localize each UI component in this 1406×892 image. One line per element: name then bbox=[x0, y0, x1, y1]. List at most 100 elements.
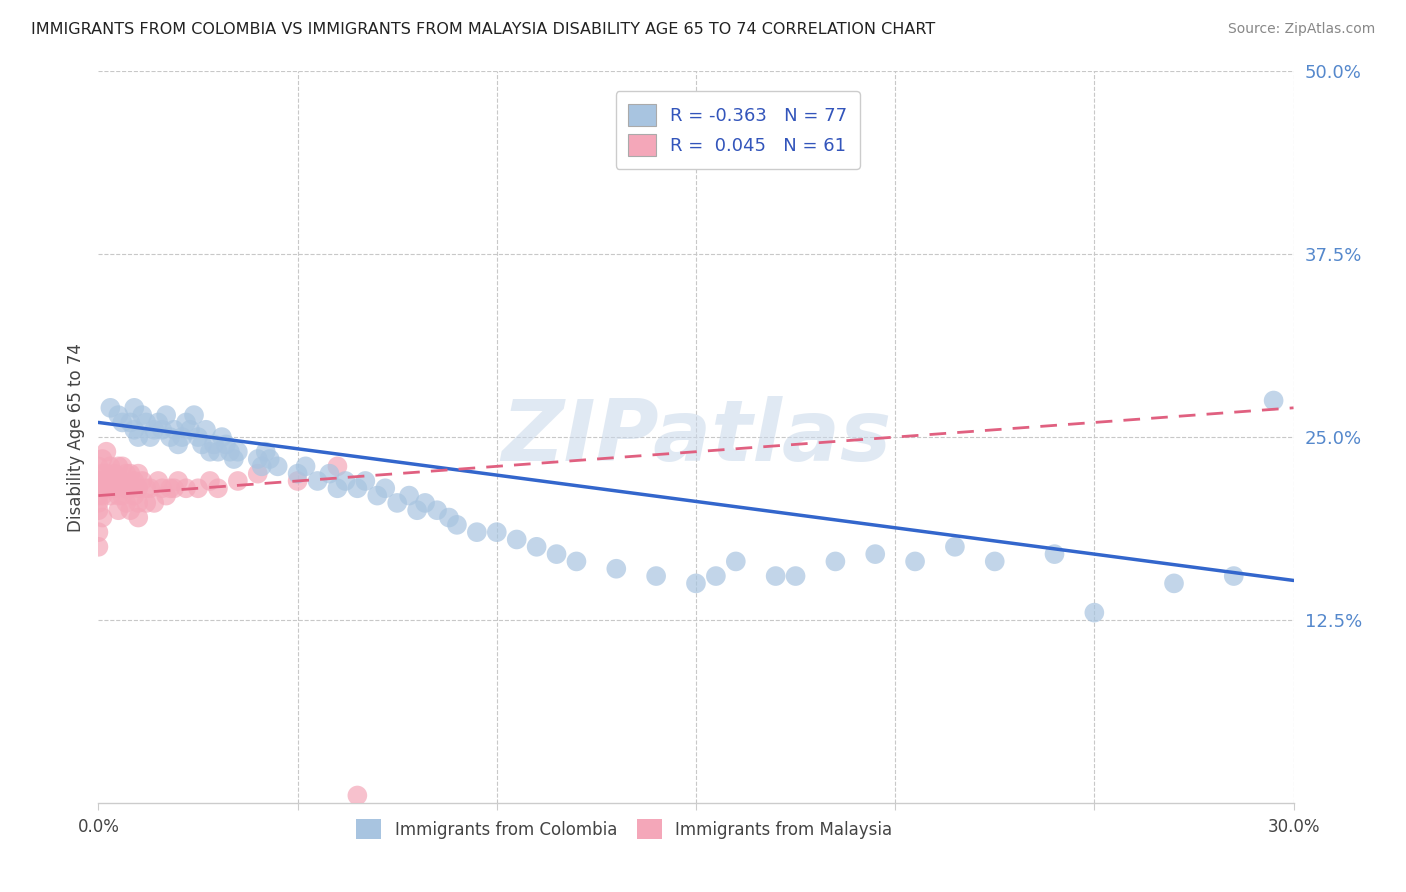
Point bbox=[139, 430, 162, 444]
Point bbox=[685, 576, 707, 591]
Point bbox=[127, 496, 149, 510]
Point bbox=[174, 416, 197, 430]
Point bbox=[159, 430, 181, 444]
Point bbox=[167, 474, 190, 488]
Point bbox=[326, 481, 349, 495]
Point bbox=[150, 423, 173, 437]
Point bbox=[437, 510, 460, 524]
Point bbox=[984, 554, 1007, 568]
Point bbox=[115, 467, 138, 481]
Point bbox=[335, 474, 357, 488]
Point bbox=[191, 437, 214, 451]
Point bbox=[127, 430, 149, 444]
Point bbox=[824, 554, 846, 568]
Point bbox=[87, 503, 110, 517]
Point bbox=[187, 430, 209, 444]
Point bbox=[124, 401, 146, 415]
Point bbox=[107, 474, 129, 488]
Point bbox=[765, 569, 787, 583]
Point bbox=[1043, 547, 1066, 561]
Point bbox=[87, 540, 110, 554]
Point bbox=[413, 496, 436, 510]
Point bbox=[187, 481, 209, 495]
Point bbox=[143, 423, 166, 437]
Point bbox=[346, 481, 368, 495]
Point bbox=[107, 503, 129, 517]
Point bbox=[226, 474, 249, 488]
Point bbox=[174, 481, 197, 495]
Point bbox=[91, 474, 114, 488]
Point bbox=[219, 444, 242, 458]
Point bbox=[195, 423, 218, 437]
Point bbox=[211, 430, 233, 444]
Point bbox=[426, 503, 449, 517]
Point bbox=[318, 467, 340, 481]
Point bbox=[226, 444, 249, 458]
Point bbox=[904, 554, 927, 568]
Point bbox=[111, 459, 134, 474]
Point bbox=[167, 437, 190, 451]
Text: ZIPatlas: ZIPatlas bbox=[501, 395, 891, 479]
Text: Source: ZipAtlas.com: Source: ZipAtlas.com bbox=[1227, 22, 1375, 37]
Point bbox=[605, 562, 627, 576]
Point bbox=[131, 408, 153, 422]
Point bbox=[131, 474, 153, 488]
Point bbox=[163, 481, 186, 495]
Point bbox=[127, 510, 149, 524]
Y-axis label: Disability Age 65 to 74: Disability Age 65 to 74 bbox=[66, 343, 84, 532]
Point bbox=[287, 467, 309, 481]
Point bbox=[704, 569, 727, 583]
Point bbox=[198, 444, 221, 458]
Point bbox=[91, 452, 114, 467]
Point bbox=[246, 467, 269, 481]
Point bbox=[115, 481, 138, 495]
Point bbox=[183, 408, 205, 422]
Point bbox=[346, 789, 368, 803]
Point bbox=[135, 416, 157, 430]
Point bbox=[87, 474, 110, 488]
Point bbox=[87, 489, 110, 503]
Point bbox=[943, 540, 966, 554]
Point bbox=[155, 408, 177, 422]
Point bbox=[127, 467, 149, 481]
Point bbox=[354, 474, 377, 488]
Point bbox=[1263, 393, 1285, 408]
Point bbox=[87, 459, 110, 474]
Point bbox=[172, 430, 194, 444]
Point bbox=[139, 481, 162, 495]
Point bbox=[374, 481, 396, 495]
Point bbox=[135, 496, 157, 510]
Point bbox=[98, 401, 122, 415]
Point bbox=[163, 423, 186, 437]
Point bbox=[259, 452, 281, 467]
Point bbox=[91, 510, 114, 524]
Point bbox=[91, 467, 114, 481]
Point bbox=[207, 481, 229, 495]
Point bbox=[107, 489, 129, 503]
Point bbox=[446, 517, 468, 532]
Point bbox=[406, 503, 429, 517]
Point bbox=[307, 474, 329, 488]
Point bbox=[865, 547, 887, 561]
Point bbox=[1083, 606, 1105, 620]
Point bbox=[485, 525, 508, 540]
Point bbox=[120, 503, 142, 517]
Point bbox=[124, 489, 146, 503]
Point bbox=[98, 474, 122, 488]
Point bbox=[103, 467, 125, 481]
Point bbox=[645, 569, 668, 583]
Point bbox=[120, 416, 142, 430]
Point bbox=[198, 474, 221, 488]
Point bbox=[1223, 569, 1246, 583]
Point bbox=[287, 474, 309, 488]
Point bbox=[785, 569, 807, 583]
Point bbox=[150, 481, 173, 495]
Text: IMMIGRANTS FROM COLOMBIA VS IMMIGRANTS FROM MALAYSIA DISABILITY AGE 65 TO 74 COR: IMMIGRANTS FROM COLOMBIA VS IMMIGRANTS F… bbox=[31, 22, 935, 37]
Point bbox=[120, 467, 142, 481]
Point bbox=[294, 459, 316, 474]
Point bbox=[207, 444, 229, 458]
Point bbox=[103, 481, 125, 495]
Point bbox=[87, 481, 110, 495]
Point bbox=[91, 489, 114, 503]
Point bbox=[465, 525, 488, 540]
